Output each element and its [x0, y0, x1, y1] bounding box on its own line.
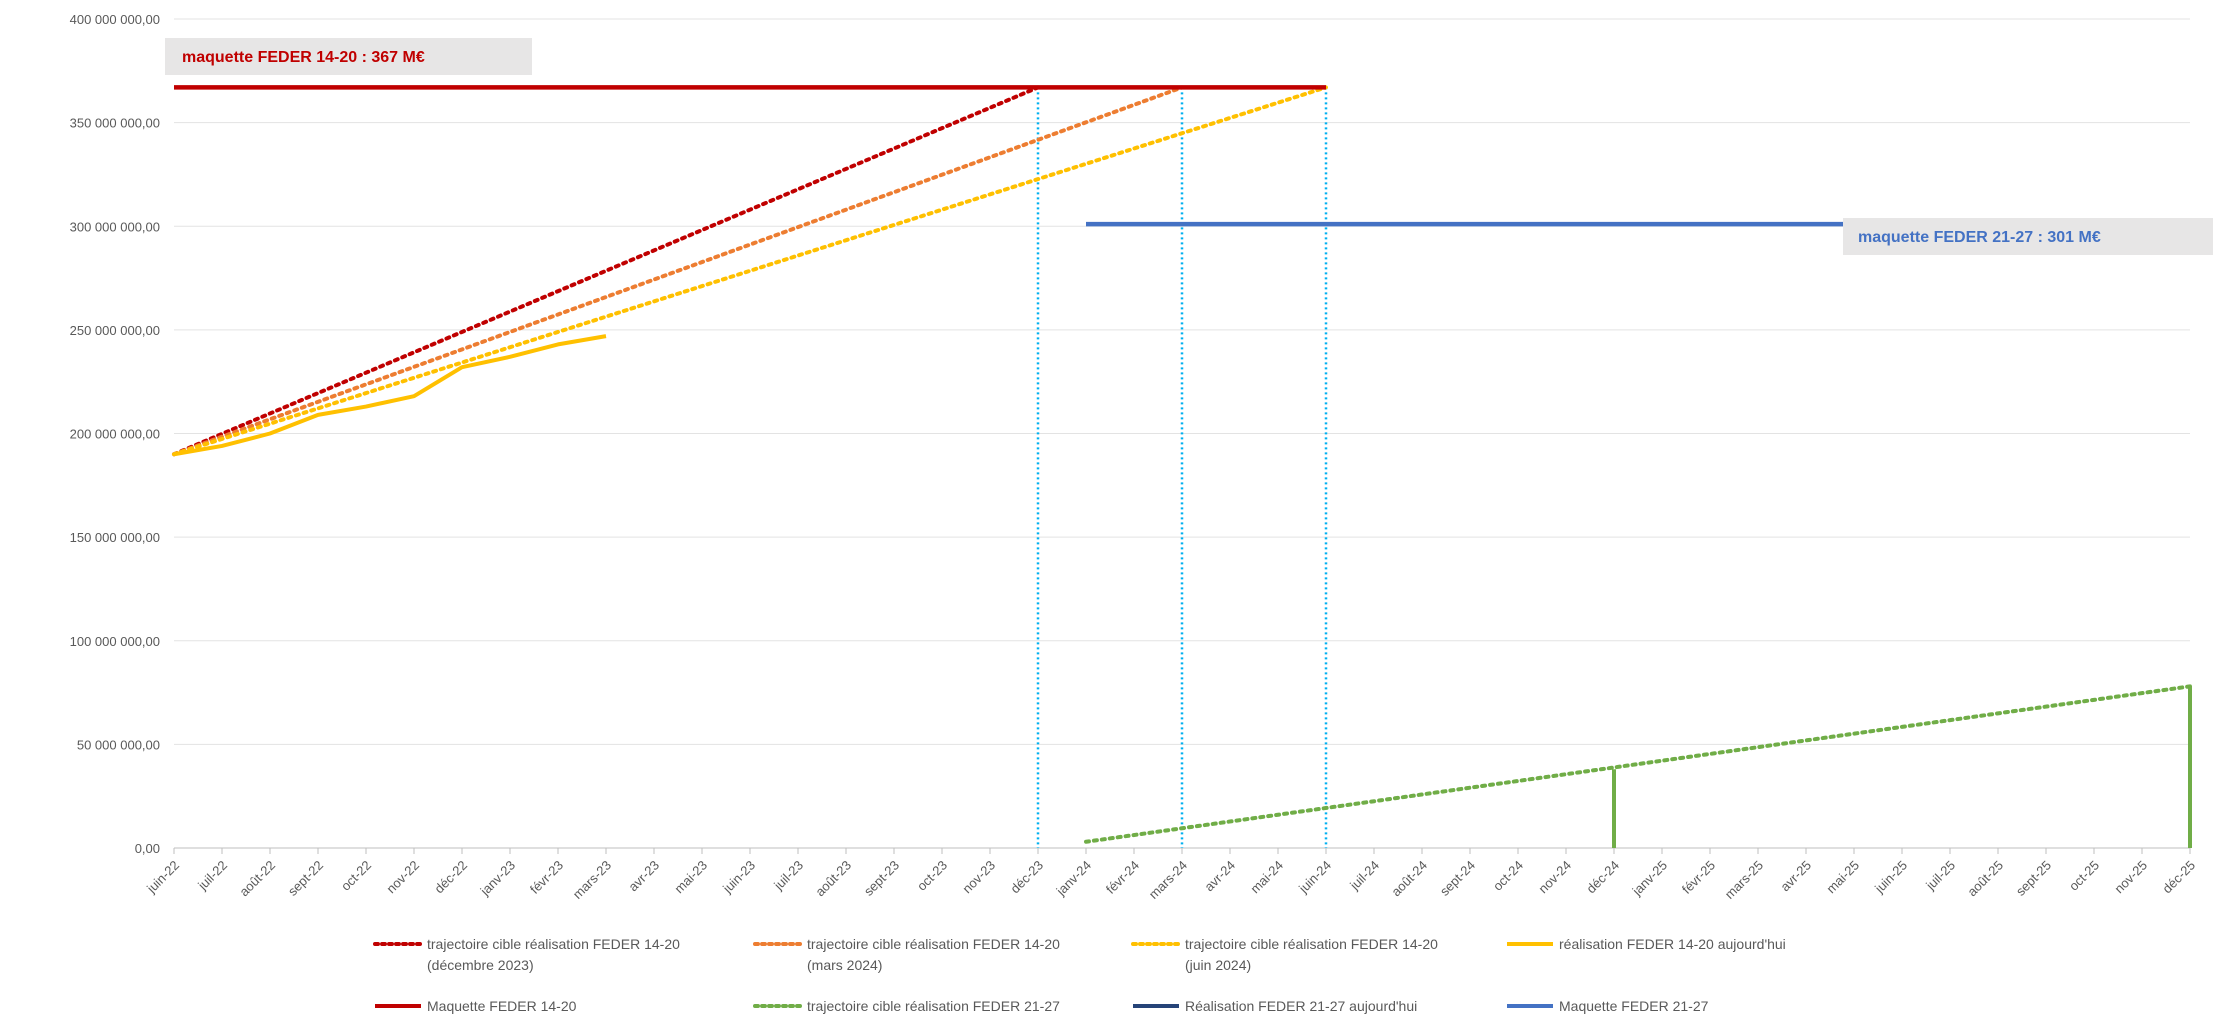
y-tick-label: 100 000 000,00 — [70, 634, 160, 649]
y-tick-label: 300 000 000,00 — [70, 219, 160, 234]
legend-label-0: trajectoire cible réalisation FEDER 14-2… — [427, 936, 680, 952]
legend-label-4: Maquette FEDER 14-20 — [427, 998, 577, 1014]
y-tick-label: 350 000 000,00 — [70, 116, 160, 131]
annotation-feder-14-20-box — [165, 38, 532, 75]
annotation-feder-14-20: maquette FEDER 14-20 : 367 M€ — [165, 38, 532, 75]
legend-label-2: trajectoire cible réalisation FEDER 14-2… — [1185, 936, 1438, 952]
legend: trajectoire cible réalisation FEDER 14-2… — [373, 936, 1786, 1014]
series-line-3 — [173, 334, 607, 457]
annotation-feder-21-27-box — [1843, 218, 2213, 255]
legend-label-7: Maquette FEDER 21-27 — [1559, 998, 1709, 1014]
y-axis-tick-labels: 0,00 50 000 000,00 100 000 000,00 150 000 0… — [70, 12, 160, 856]
y-tick-label: 0,00 — [135, 841, 160, 856]
annotation-feder-21-27: maquette FEDER 21-27 : 301 M€ — [1843, 218, 2213, 255]
series-line-1 — [172, 85, 1184, 457]
legend-label-1: (mars 2024) — [807, 957, 882, 973]
legend-label-2: (juin 2024) — [1185, 957, 1251, 973]
legend-label-0: (décembre 2023) — [427, 957, 534, 973]
y-tick-label: 50 000 000,00 — [77, 737, 160, 752]
y-tick-label: 150 000 000,00 — [70, 530, 160, 545]
vertical-markers — [1036, 87, 1328, 848]
legend-label-5: trajectoire cible réalisation FEDER 21-2… — [807, 998, 1060, 1014]
legend-label-1: trajectoire cible réalisation FEDER 14-2… — [807, 936, 1060, 952]
y-tick-label: 400 000 000,00 — [70, 12, 160, 27]
series-line-0 — [172, 85, 1040, 457]
series-line-5 — [1084, 684, 2192, 844]
y-tick-label: 200 000 000,00 — [70, 427, 160, 442]
legend-label-6: Réalisation FEDER 21-27 aujourd'hui — [1185, 998, 1417, 1014]
annotation-feder-14-20-text: maquette FEDER 14-20 : 367 M€ — [182, 49, 425, 66]
annotation-feder-21-27-text: maquette FEDER 21-27 : 301 M€ — [1858, 229, 2101, 246]
y-tick-label: 250 000 000,00 — [70, 323, 160, 338]
legend-label-3: réalisation FEDER 14-20 aujourd'hui — [1559, 936, 1786, 952]
series-line-2 — [172, 85, 1328, 457]
green-bars — [1612, 686, 2192, 848]
